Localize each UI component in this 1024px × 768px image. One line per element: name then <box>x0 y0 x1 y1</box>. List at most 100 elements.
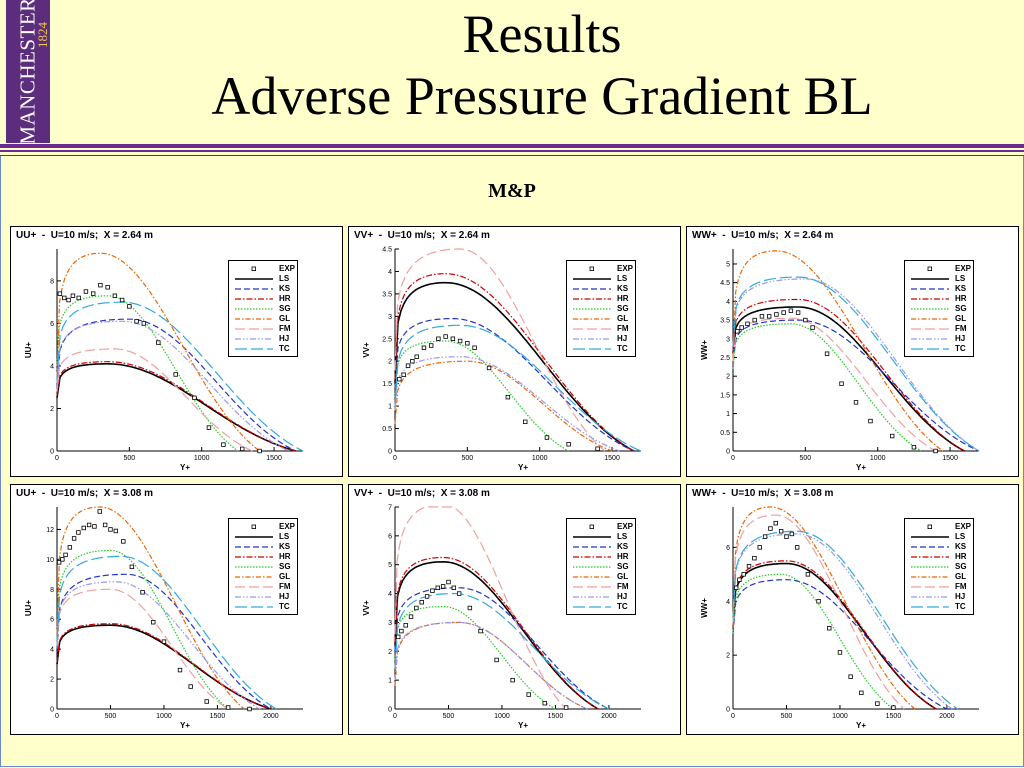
exp-marker <box>510 677 515 683</box>
series-line-sg <box>394 606 556 710</box>
y-tick-label: 0.5 <box>382 426 392 433</box>
legend-label: TC <box>955 344 966 353</box>
exp-marker <box>784 534 789 539</box>
series-line-sg <box>56 549 229 710</box>
slide-subtitle: M&P <box>488 180 536 202</box>
legend-swatch <box>573 586 611 588</box>
y-tick-label: 4.5 <box>382 247 392 254</box>
legend-item-ls: LS <box>229 532 297 542</box>
series-line-hr <box>732 560 937 710</box>
legend-label: LS <box>955 274 966 283</box>
y-tick-label: 6 <box>50 617 54 624</box>
exp-marker <box>781 310 786 315</box>
y-tick-label: 6 <box>50 321 54 328</box>
legend-swatch <box>573 298 611 300</box>
legend-swatch <box>927 524 932 529</box>
x-axis-label: Y+ <box>518 463 528 472</box>
exp-marker <box>127 304 132 309</box>
y-tick-label: 0 <box>388 707 392 714</box>
exp-marker <box>62 295 67 301</box>
exp-marker <box>81 525 86 531</box>
legend-swatch <box>911 546 949 548</box>
legend-label: HJ <box>279 334 290 343</box>
legend-item-exp: EXP <box>905 264 973 274</box>
exp-marker <box>875 701 880 706</box>
x-tick-label: 2000 <box>601 713 617 720</box>
y-tick-label: 6 <box>726 545 730 552</box>
series-line-ks <box>56 573 272 710</box>
header-rule-hairline <box>0 155 1024 156</box>
legend-label: HJ <box>617 592 628 601</box>
legend-label: SG <box>279 562 291 571</box>
legend-item-hj: HJ <box>229 592 297 602</box>
series-line-gl <box>732 250 944 452</box>
chart-legend: EXP LS KS HR SG GL FM HJ TC <box>904 260 974 357</box>
exp-marker <box>177 667 183 673</box>
exp-marker <box>401 372 406 377</box>
chart-svg: 0 500 1000 1500 0 2 4 6 8 Y+ UU+ <box>24 249 304 472</box>
legend-label: SG <box>279 304 291 313</box>
legend-label: TC <box>617 602 628 611</box>
legend-label: GL <box>955 572 967 581</box>
exp-marker <box>206 425 212 430</box>
chart-panel-5: VV+ - U=10 m/s; X = 3.08 m 0 500 1000 1500 20… <box>348 484 681 735</box>
legend-swatch <box>235 328 273 330</box>
series-line-gl <box>394 621 588 710</box>
exp-marker <box>827 625 832 631</box>
exp-marker <box>399 628 404 634</box>
exp-marker <box>204 699 209 704</box>
exp-marker <box>788 308 794 313</box>
y-tick-label: 3 <box>388 314 392 321</box>
exp-marker <box>746 564 752 569</box>
y-tick-label: 4 <box>726 299 730 306</box>
exp-marker <box>853 400 859 405</box>
exp-marker <box>140 590 145 595</box>
chart-panel-2: VV+ - U=10 m/s; X = 2.64 m 0 500 1000 1500 0 0… <box>348 226 681 477</box>
x-tick-label: 0 <box>55 455 59 462</box>
y-tick-label: 1.5 <box>720 392 730 399</box>
chart-svg: 0 500 1000 1500 2000 0 2 4 6 Y+ WW+ <box>700 506 979 730</box>
legend-item-exp: EXP <box>229 522 297 532</box>
x-tick-label: 1000 <box>194 455 210 462</box>
legend-label: LS <box>617 532 628 541</box>
legend-label: EXP <box>279 522 296 531</box>
exp-marker <box>161 639 167 644</box>
series-line-tc <box>56 301 304 452</box>
exp-marker <box>221 442 226 447</box>
legend-label: HR <box>955 294 967 303</box>
legend-swatch <box>235 546 273 548</box>
series-line-fm <box>394 506 567 710</box>
exp-marker <box>859 690 864 696</box>
legend-label: FM <box>279 582 291 591</box>
chart-panel-6: WW+ - U=10 m/s; X = 3.08 m 0 500 1000 1500 20… <box>686 484 1019 735</box>
series-line-ks <box>394 318 635 452</box>
exp-marker <box>752 555 757 561</box>
y-tick-label: 0 <box>388 449 392 456</box>
exp-marker <box>403 623 408 628</box>
y-tick-label: 0 <box>726 707 730 714</box>
legend-item-sg: SG <box>229 304 297 314</box>
legend-label: FM <box>617 324 629 333</box>
x-tick-label: 1500 <box>266 455 282 462</box>
y-tick-label: 7 <box>388 505 392 512</box>
legend-label: KS <box>617 284 629 293</box>
legend-label: EXP <box>617 522 634 531</box>
legend-swatch <box>251 266 256 271</box>
legend-label: EXP <box>279 264 296 273</box>
legend-item-hr: HR <box>567 552 635 562</box>
exp-marker <box>436 336 441 341</box>
x-tick-label: 500 <box>781 713 793 720</box>
exp-marker <box>97 509 102 514</box>
exp-marker <box>428 343 434 348</box>
exp-marker <box>151 620 156 625</box>
exp-marker <box>803 317 808 323</box>
series-line-hr <box>56 623 272 710</box>
legend-item-gl: GL <box>567 572 635 582</box>
legend-swatch <box>911 288 949 290</box>
legend-item-tc: TC <box>229 344 297 354</box>
y-tick-label: 2 <box>726 374 730 381</box>
legend-label: KS <box>955 284 967 293</box>
header-rule-thin <box>0 150 1024 152</box>
legend-label: FM <box>955 582 967 591</box>
chart-title: WW+ - U=10 m/s; X = 3.08 m <box>692 488 834 499</box>
